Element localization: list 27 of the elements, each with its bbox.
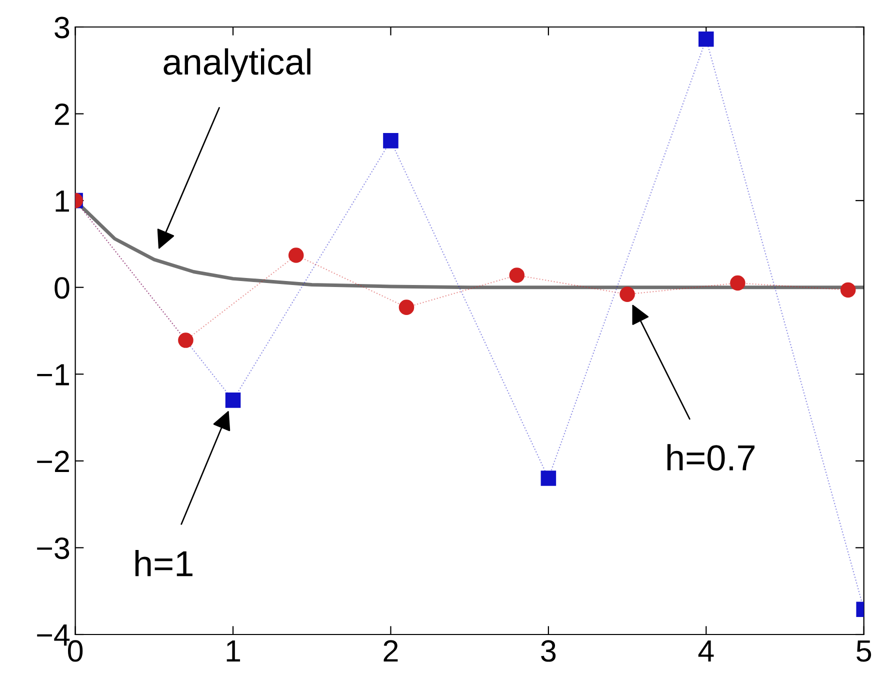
- y-tick-label: 2: [54, 104, 69, 125]
- y-tick-label: −3: [37, 537, 70, 560]
- y-tick-label: −4: [37, 624, 70, 646]
- point: [398, 300, 414, 315]
- point: [178, 332, 194, 348]
- x-tick-label: 3: [541, 640, 556, 662]
- point: [620, 286, 635, 302]
- text: h=1: [135, 550, 192, 576]
- point: [225, 392, 241, 408]
- x-tick-label: 1: [226, 640, 240, 662]
- y-tick-label: −2: [37, 450, 69, 472]
- text: h=0.7: [667, 444, 754, 471]
- point: [288, 248, 304, 263]
- point: [383, 133, 398, 148]
- x-tick-label: 5: [856, 640, 872, 662]
- y-tick-label: −1: [37, 364, 69, 386]
- y-tick-label: 3: [54, 16, 70, 38]
- point: [840, 282, 856, 298]
- text: analytical: [164, 48, 310, 82]
- x-tick-label: 4: [698, 640, 714, 662]
- y-tick-label: 1: [56, 190, 69, 212]
- point: [730, 275, 746, 291]
- x-tick-label: 2: [384, 640, 398, 662]
- y-tick-label: 0: [54, 277, 70, 299]
- point: [509, 268, 525, 283]
- point: [698, 32, 714, 47]
- point: [540, 470, 556, 486]
